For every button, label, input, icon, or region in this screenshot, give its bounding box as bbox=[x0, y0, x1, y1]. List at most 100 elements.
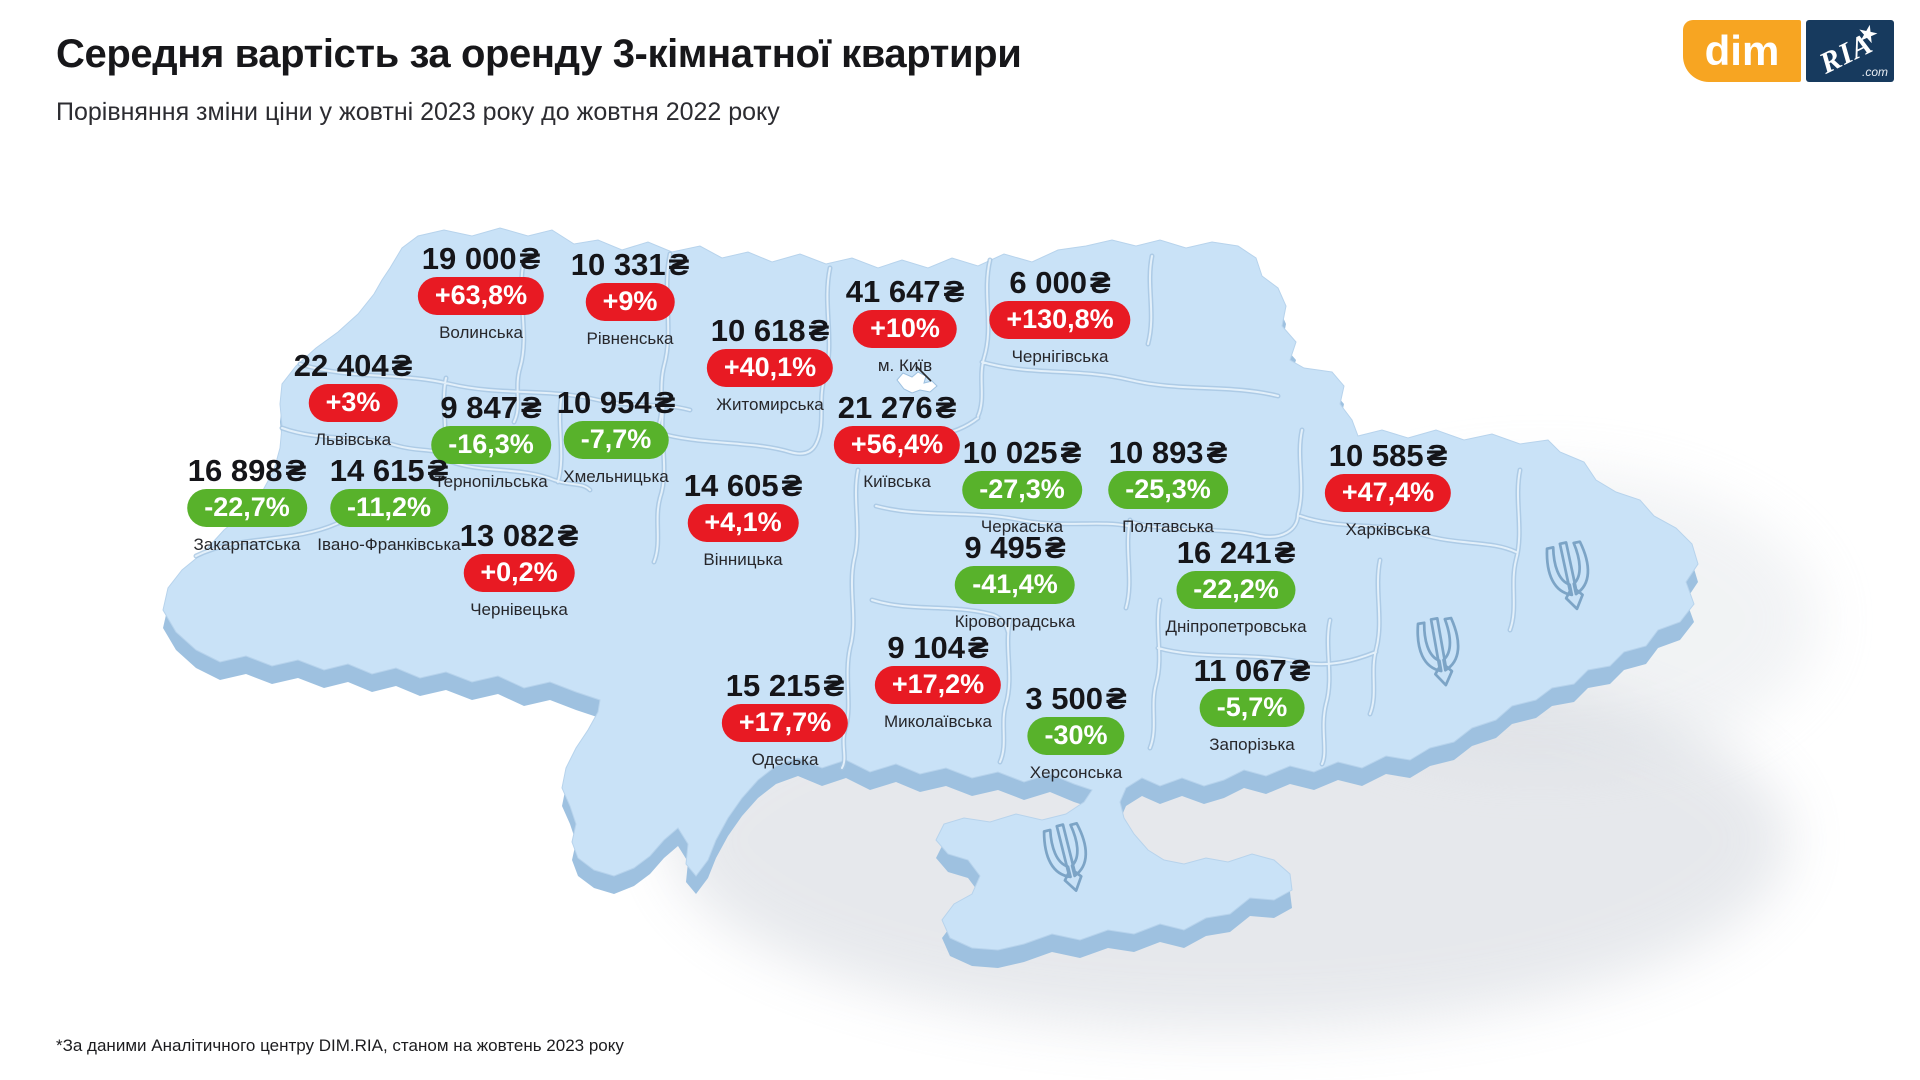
region-change-badge: +3% bbox=[308, 384, 398, 422]
ria-logo[interactable]: ★ RIA .com bbox=[1806, 20, 1894, 82]
region-price: 10 331 bbox=[570, 247, 666, 282]
region-price-line: 21 276₴ bbox=[834, 392, 960, 423]
hryvnia-symbol: ₴ bbox=[391, 348, 413, 383]
region-label-group: 10 025₴ -27,3% Черкаська bbox=[962, 437, 1082, 537]
region-price: 10 585 bbox=[1328, 438, 1424, 473]
region-change-badge: +40,1% bbox=[706, 349, 834, 387]
region-price: 11 067 bbox=[1193, 653, 1287, 688]
region-change-badge: -25,3% bbox=[1108, 471, 1228, 509]
ria-com-suffix: .com bbox=[1861, 65, 1888, 79]
region-change-badge: +9% bbox=[585, 283, 675, 321]
hryvnia-symbol: ₴ bbox=[1044, 530, 1066, 565]
region-label-group: 9 495₴ -41,4% Кіровоградська bbox=[954, 532, 1076, 632]
region-name: Черкаська bbox=[980, 517, 1064, 536]
region-label-group: 10 585₴ +47,4% Харківська bbox=[1324, 440, 1452, 540]
region-price-line: 14 605₴ bbox=[684, 470, 803, 501]
region-label-group: 13 082₴ +0,2% Чернівецька bbox=[460, 520, 579, 620]
region-price-line: 15 215₴ bbox=[722, 670, 848, 701]
region-price-line: 10 618₴ bbox=[707, 315, 833, 346]
hryvnia-symbol: ₴ bbox=[823, 668, 845, 703]
region-name: Житомирська bbox=[716, 395, 824, 414]
region-change-badge: +130,8% bbox=[989, 301, 1131, 339]
region-price-line: 9 495₴ bbox=[955, 532, 1076, 563]
region-label-group: 21 276₴ +56,4% Київська bbox=[833, 392, 961, 492]
region-name: Дніпропетровська bbox=[1165, 617, 1307, 636]
region-change-badge: +4,1% bbox=[687, 504, 799, 542]
region-price-line: 10 585₴ bbox=[1325, 440, 1451, 471]
hryvnia-symbol: ₴ bbox=[1289, 653, 1311, 688]
region-change-badge: -11,2% bbox=[329, 489, 449, 527]
hryvnia-symbol: ₴ bbox=[935, 390, 957, 425]
hryvnia-symbol: ₴ bbox=[285, 453, 307, 488]
region-price: 6 000 bbox=[1009, 265, 1087, 300]
region-label-group: 9 847₴ -16,3% Тернопільська bbox=[431, 392, 551, 492]
region-price: 19 000 bbox=[421, 241, 517, 276]
page-title: Середня вартість за оренду 3-кімнатної к… bbox=[56, 32, 1022, 76]
hryvnia-symbol: ₴ bbox=[654, 385, 676, 420]
region-price: 14 615 bbox=[329, 453, 425, 488]
region-change-badge: +47,4% bbox=[1324, 474, 1452, 512]
region-price-line: 14 615₴ bbox=[317, 455, 460, 486]
hryvnia-symbol: ₴ bbox=[519, 241, 541, 276]
region-name: Закарпатська bbox=[193, 535, 301, 554]
region-change-badge: +17,7% bbox=[721, 704, 849, 742]
region-name: м. Київ bbox=[877, 356, 933, 375]
region-change-badge: -16,3% bbox=[431, 426, 551, 464]
region-name: Кіровоградська bbox=[954, 612, 1076, 631]
region-name: Рівненська bbox=[586, 329, 674, 348]
region-label-group: 9 104₴ +17,2% Миколаївська bbox=[874, 632, 1002, 732]
region-price-line: 16 898₴ bbox=[187, 455, 307, 486]
region-price: 13 082 bbox=[459, 518, 555, 553]
hryvnia-symbol: ₴ bbox=[1426, 438, 1448, 473]
hryvnia-symbol: ₴ bbox=[520, 390, 542, 425]
region-change-badge: -41,4% bbox=[955, 566, 1075, 604]
hryvnia-symbol: ₴ bbox=[1105, 681, 1127, 716]
region-name: Тернопільська bbox=[434, 472, 548, 491]
region-price-line: 11 067₴ bbox=[1194, 655, 1311, 686]
region-price: 21 276 bbox=[837, 390, 933, 425]
region-label-group: 10 618₴ +40,1% Житомирська bbox=[706, 315, 834, 415]
region-price-line: 22 404₴ bbox=[294, 350, 413, 381]
region-price-line: 10 954₴ bbox=[557, 387, 676, 418]
region-name: Івано-Франківська bbox=[317, 535, 461, 554]
region-price: 10 618 bbox=[710, 313, 806, 348]
hryvnia-symbol: ₴ bbox=[1089, 265, 1111, 300]
region-price-line: 9 104₴ bbox=[875, 632, 1001, 663]
region-price: 10 954 bbox=[556, 385, 652, 420]
region-name: Одеська bbox=[751, 750, 819, 769]
region-price-line: 41 647₴ bbox=[846, 276, 965, 307]
dim-ria-logo[interactable]: dim ★ RIA .com bbox=[1683, 20, 1894, 82]
region-change-badge: +10% bbox=[853, 310, 957, 348]
region-label-group: 10 331₴ +9% Рівненська bbox=[571, 249, 690, 349]
region-price: 10 893 bbox=[1108, 435, 1204, 470]
region-price: 22 404 bbox=[293, 348, 389, 383]
region-price-line: 10 331₴ bbox=[571, 249, 690, 280]
region-price-line: 16 241₴ bbox=[1165, 537, 1306, 568]
region-name: Хмельницька bbox=[563, 467, 669, 486]
region-price-line: 10 893₴ bbox=[1108, 437, 1228, 468]
region-price: 14 605 bbox=[683, 468, 779, 503]
region-label-group: 16 898₴ -22,7% Закарпатська bbox=[187, 455, 307, 555]
region-label-group: 11 067₴ -5,7% Запорізька bbox=[1194, 655, 1311, 755]
region-price: 16 241 bbox=[1176, 535, 1272, 570]
region-change-badge: -22,7% bbox=[187, 489, 307, 527]
region-name: Волинська bbox=[439, 323, 523, 342]
hryvnia-symbol: ₴ bbox=[943, 274, 965, 309]
dim-logo[interactable]: dim bbox=[1683, 20, 1801, 82]
region-name: Миколаївська bbox=[884, 712, 992, 731]
region-price: 15 215 bbox=[725, 668, 821, 703]
hryvnia-symbol: ₴ bbox=[967, 630, 989, 665]
region-price: 41 647 bbox=[845, 274, 941, 309]
kyiv-city-shape bbox=[896, 371, 938, 394]
region-price-line: 10 025₴ bbox=[962, 437, 1082, 468]
hryvnia-symbol: ₴ bbox=[557, 518, 579, 553]
region-name: Запорізька bbox=[1209, 735, 1295, 754]
region-label-group: 10 954₴ -7,7% Хмельницька bbox=[557, 387, 676, 487]
region-change-badge: -22,2% bbox=[1176, 571, 1296, 609]
region-change-badge: -30% bbox=[1027, 717, 1125, 755]
hryvnia-symbol: ₴ bbox=[808, 313, 830, 348]
region-name: Полтавська bbox=[1122, 517, 1214, 536]
kyiv-leader-line bbox=[915, 365, 932, 382]
